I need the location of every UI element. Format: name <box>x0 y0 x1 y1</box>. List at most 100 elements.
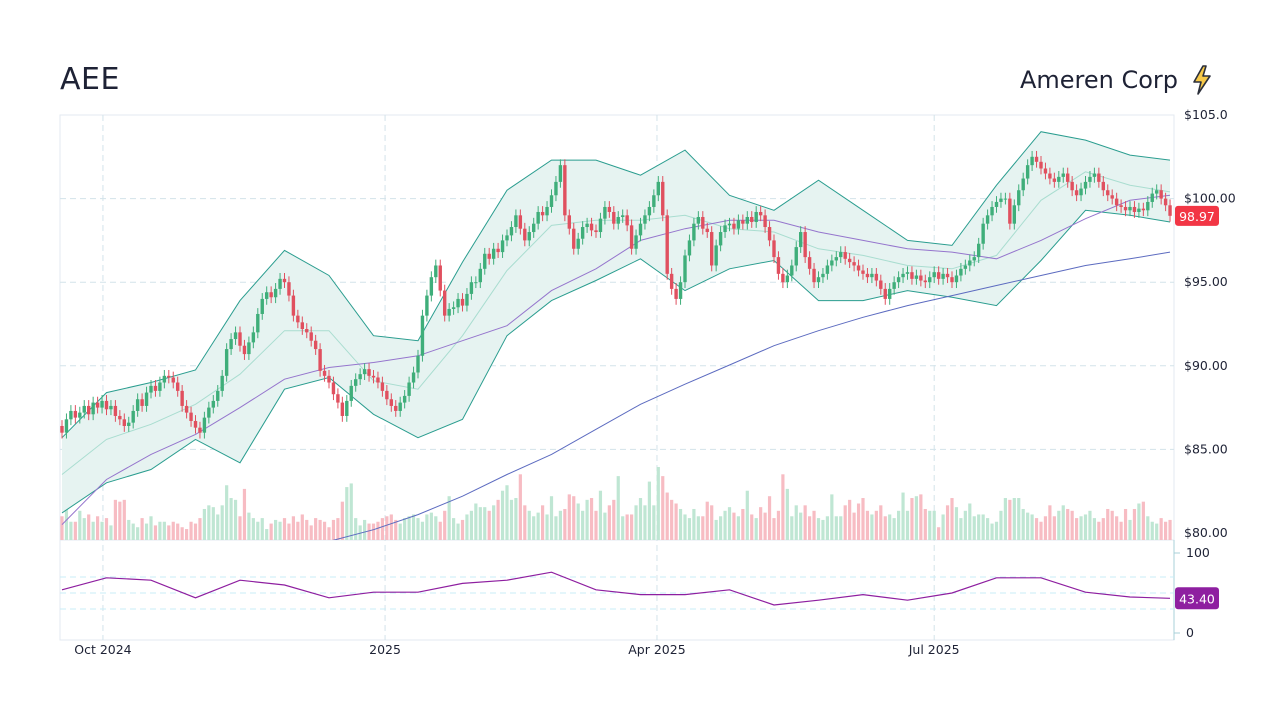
volume-bar <box>643 505 647 540</box>
volume-bar <box>162 521 166 540</box>
candle-body <box>331 382 336 395</box>
candle-body <box>776 257 781 274</box>
volume-bar <box>443 510 447 540</box>
candle-body <box>247 342 251 355</box>
bollinger-lower-line <box>61 209 1171 514</box>
price-tick-label: $85.00 <box>1184 441 1228 456</box>
candle-body <box>216 390 220 401</box>
candle-body <box>162 375 167 383</box>
candle-body <box>1168 205 1172 216</box>
volume-bar <box>229 498 233 540</box>
candle-body <box>309 332 313 341</box>
sma50-line <box>61 194 1171 525</box>
candle-body <box>514 215 518 228</box>
volume-bar <box>816 518 821 540</box>
bollinger-band-fill <box>62 131 1170 513</box>
candle-body <box>376 377 380 383</box>
volume-bar <box>532 516 536 540</box>
volume-bar <box>327 527 331 540</box>
volume-bar <box>247 512 251 540</box>
volume-bar <box>901 492 905 540</box>
candle-body <box>1008 198 1012 224</box>
candle-body <box>527 232 531 241</box>
candle-body <box>256 313 260 333</box>
volume-bar <box>549 496 554 540</box>
volume-bar <box>1110 510 1114 540</box>
volume-bar <box>420 521 425 540</box>
candle-body <box>282 278 287 283</box>
candle-body <box>532 223 536 233</box>
volume-bar <box>354 518 358 540</box>
candle-body <box>158 382 162 391</box>
volume-bar <box>843 505 847 540</box>
candle-body <box>296 315 300 323</box>
volume-bar <box>545 514 549 540</box>
candle-body <box>647 206 652 216</box>
candle-body <box>932 272 936 278</box>
volume-bar <box>874 510 878 540</box>
volume-bar <box>945 505 950 540</box>
candle-body <box>563 165 567 216</box>
candle-body <box>736 220 741 229</box>
candle-body <box>438 265 442 291</box>
candle-body <box>1052 178 1057 182</box>
candle-body <box>634 235 638 249</box>
candle-body <box>594 230 598 233</box>
candle-body <box>950 277 954 283</box>
candle-body <box>1003 198 1008 200</box>
volume-bar <box>385 516 389 540</box>
volume-bar <box>852 512 856 540</box>
volume-bar <box>1123 508 1128 540</box>
candle-body <box>656 181 660 196</box>
candle-body <box>109 405 113 410</box>
volume-bar <box>216 514 220 540</box>
candle-body <box>812 268 816 283</box>
candle-body <box>665 215 669 274</box>
candle-body <box>184 405 189 413</box>
candle-body <box>287 282 291 296</box>
candle-body <box>380 382 385 391</box>
candle-body <box>807 257 812 269</box>
volume-bar <box>309 525 313 540</box>
volume-bar <box>621 516 625 540</box>
candle-body <box>732 223 736 229</box>
candle-body <box>629 225 634 249</box>
date-tick-label: 2025 <box>369 642 401 657</box>
candle-body <box>1119 205 1123 207</box>
volume-bar <box>1097 521 1101 540</box>
volume-bar <box>665 492 669 540</box>
candle-body <box>518 215 523 229</box>
candle-body <box>536 211 540 224</box>
volume-bar <box>923 508 927 540</box>
volume-bar <box>104 518 109 540</box>
volume-bar <box>825 516 829 540</box>
candle-body <box>104 400 109 410</box>
volume-bar <box>910 498 914 540</box>
volume-bar <box>781 474 785 540</box>
candle-body <box>73 410 78 418</box>
volume-bar <box>941 514 945 540</box>
volume-bar <box>416 518 420 540</box>
volume-bar <box>1092 518 1096 540</box>
candle-body <box>549 195 554 207</box>
candle-body <box>478 268 482 283</box>
candle-body <box>790 265 794 276</box>
volume-bar <box>509 499 514 540</box>
volume-bar <box>674 503 678 540</box>
price-tick-label: $95.00 <box>1184 274 1228 289</box>
volume-bar <box>118 501 122 540</box>
volume-bar <box>1115 516 1119 540</box>
candle-body <box>914 275 919 279</box>
candle-body <box>669 273 674 289</box>
volume-bar <box>937 527 941 540</box>
candle-body <box>1137 208 1141 212</box>
volume-bar <box>541 505 545 540</box>
candle-body <box>540 211 545 216</box>
volume-bar <box>265 529 269 540</box>
volume-bar <box>483 507 487 540</box>
candle-body <box>928 277 932 283</box>
volume-bar <box>523 505 527 540</box>
sma200-line <box>332 251 1171 540</box>
volume-bar <box>1061 505 1065 540</box>
